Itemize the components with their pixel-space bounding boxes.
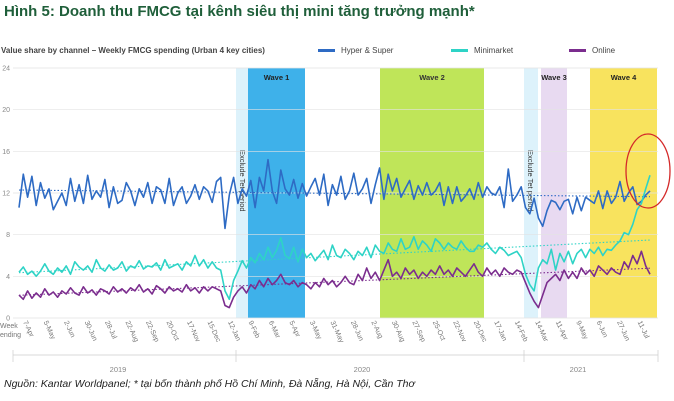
x-tick-label: 27-Sep xyxy=(410,320,426,344)
x-tick-label: 28-Jul xyxy=(103,320,118,341)
wave-label: Wave 4 xyxy=(611,73,637,82)
y-tick-label: 0 xyxy=(6,316,10,323)
x-tick-label: 30-Aug xyxy=(390,320,406,344)
x-tick-label: 17-Nov xyxy=(185,320,201,344)
x-tick-label: 3-May xyxy=(308,320,323,341)
series-line-hyper-super xyxy=(18,158,651,230)
x-tick-label: 17-Jan xyxy=(492,320,507,342)
x-tick-label: 30-Jun xyxy=(83,320,98,342)
x-tick-label: 11-Apr xyxy=(554,320,569,342)
x-tick-label: 6-Jun xyxy=(595,320,609,339)
wave-label: Wave 2 xyxy=(419,73,445,82)
x-tick-label: 25-Oct xyxy=(431,320,446,342)
legend-swatch xyxy=(569,49,586,52)
exclusion-label: Exclude Tet period xyxy=(526,150,535,212)
chart-title: Value share by channel – Weekly FMCG spe… xyxy=(1,46,265,55)
legend-item-online: Online xyxy=(569,46,615,55)
legend-swatch xyxy=(451,49,468,52)
x-tick-label: 27-Jun xyxy=(615,320,630,342)
x-tick-label: 2-Aug xyxy=(369,320,383,340)
x-tick-label: 31-May xyxy=(328,320,344,345)
figure-title: Hình 5: Doanh thu FMCG tại kênh siêu thị… xyxy=(4,3,475,20)
x-tick-label: 12-Jan xyxy=(226,320,241,342)
x-tick-label: 11-Jul xyxy=(636,320,650,340)
wave-label: Wave 1 xyxy=(264,73,290,82)
x-tick-label: 5-Apr xyxy=(287,320,301,339)
x-tick-label: 20-Dec xyxy=(472,320,488,344)
wave-label: Wave 3 xyxy=(541,73,567,82)
source-note: Nguồn: Kantar Worldpanel; * tại bốn thàn… xyxy=(4,378,415,390)
series-line-minimarket xyxy=(18,175,651,301)
y-tick-label: 4 xyxy=(6,274,10,281)
x-axis-prefix: Week xyxy=(0,323,18,330)
y-tick-label: 16 xyxy=(2,149,10,156)
legend-swatch xyxy=(318,49,335,52)
x-tick-label: 6-Mar xyxy=(267,320,281,340)
x-tick-label: 2-Jun xyxy=(62,320,76,339)
x-tick-label: 22-Sep xyxy=(144,320,160,344)
exclusion-label: Exclude Tet period xyxy=(238,150,247,212)
legend-label: Hyper & Super xyxy=(341,46,394,55)
year-label: 2021 xyxy=(570,365,587,374)
year-label: 2019 xyxy=(110,365,127,374)
legend-item-minimarket: Minimarket xyxy=(451,46,513,55)
year-label: 2020 xyxy=(354,365,371,374)
x-axis-prefix: ending xyxy=(0,332,21,339)
x-tick-label: 9-Feb xyxy=(247,320,261,340)
y-tick-label: 24 xyxy=(2,66,10,73)
y-tick-label: 8 xyxy=(6,232,10,239)
x-tick-label: 28-Jun xyxy=(349,320,364,342)
y-tick-label: 20 xyxy=(2,107,10,114)
x-tick-label: 14-Feb xyxy=(513,320,529,343)
legend-label: Minimarket xyxy=(474,46,514,55)
x-tick-label: 22-Nov xyxy=(451,320,467,344)
x-tick-label: 15-Dec xyxy=(206,320,222,344)
x-tick-label: 9-May xyxy=(574,320,589,341)
x-tick-label: 5-May xyxy=(42,320,57,341)
highlight-circle xyxy=(625,133,671,209)
x-tick-label: 7-Apr xyxy=(21,320,35,339)
series-line-online xyxy=(18,250,651,309)
y-tick-label: 12 xyxy=(2,191,10,198)
x-tick-label: 22-Aug xyxy=(124,320,140,344)
x-tick-label: 14-Mar xyxy=(533,320,549,344)
legend-item-hyper-super: Hyper & Super xyxy=(318,46,393,55)
legend-label: Online xyxy=(592,46,616,55)
x-tick-label: 20-Oct xyxy=(165,320,180,342)
